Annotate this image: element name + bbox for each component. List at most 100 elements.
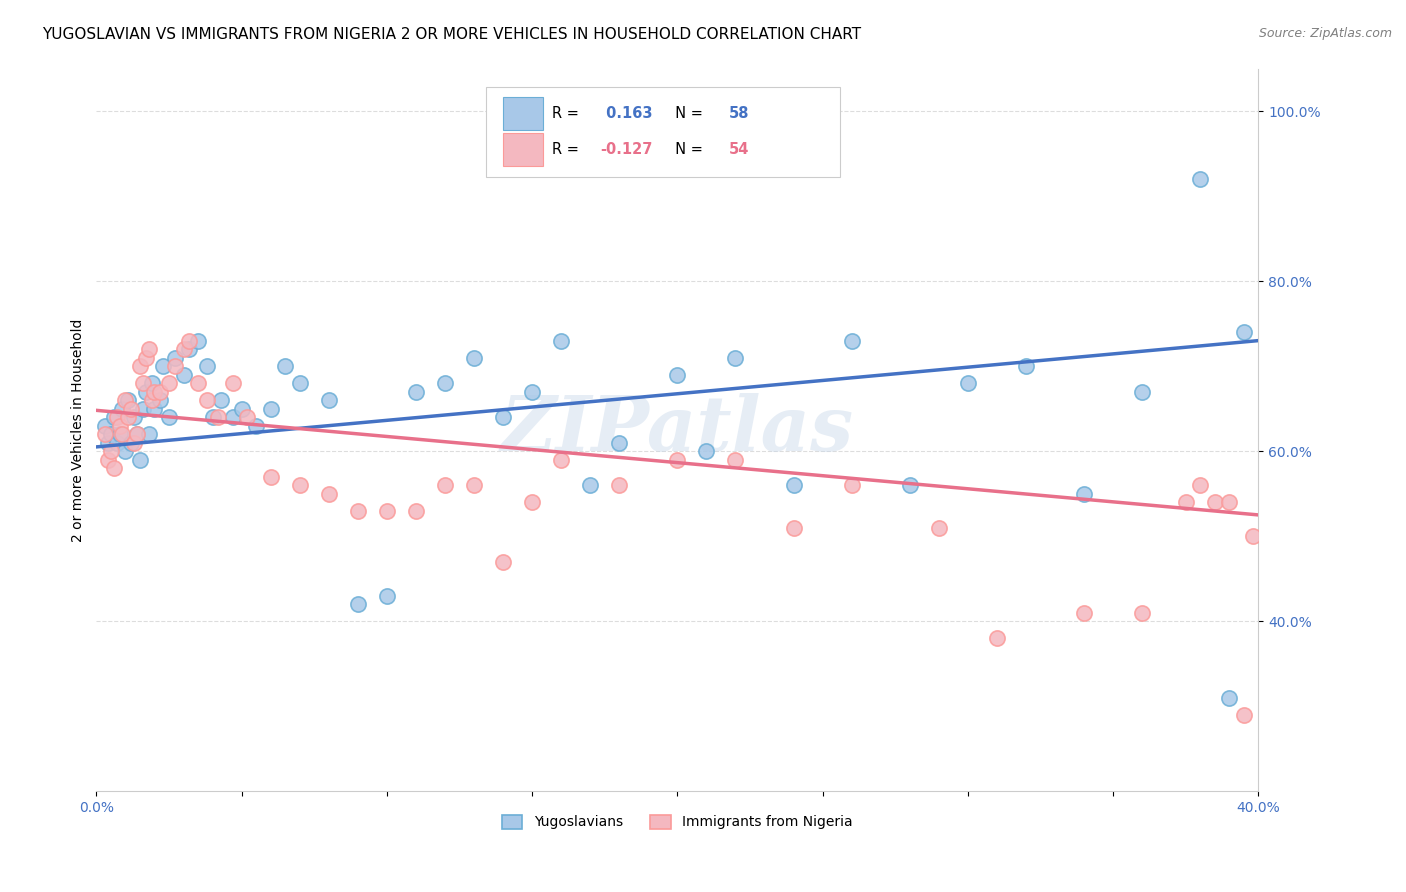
Point (695, 444, 717, 458)
Point (141, 376, 163, 391)
Point (105, 435, 128, 450)
Point (120, 401, 142, 416)
Point (100, 444, 122, 458)
Point (135, 384, 157, 399)
Point (103, 410, 125, 425)
Point (318, 486, 340, 500)
Point (550, 334, 572, 348)
Point (122, 410, 145, 425)
Point (1241, 529, 1264, 543)
Point (724, 351, 747, 365)
Point (100, 427, 122, 442)
Point (405, 384, 427, 399)
Point (1073, 606, 1095, 620)
Point (125, 427, 148, 442)
Point (157, 376, 180, 391)
Point (94, 427, 117, 442)
Point (105, 410, 128, 425)
Point (1204, 495, 1226, 509)
Point (245, 418, 267, 433)
Point (463, 478, 485, 492)
Point (152, 359, 174, 373)
Point (375, 589, 398, 603)
Point (187, 376, 209, 391)
Point (157, 410, 180, 425)
Point (1218, 690, 1240, 705)
Point (288, 478, 311, 492)
Text: R =: R = (553, 142, 583, 157)
Point (201, 410, 224, 425)
Point (132, 401, 155, 416)
Point (138, 427, 160, 442)
Point (141, 393, 163, 408)
Point (579, 478, 602, 492)
Point (149, 393, 172, 408)
Point (346, 597, 368, 611)
Point (375, 504, 398, 518)
Point (163, 351, 186, 365)
Point (288, 376, 311, 391)
Point (1130, 606, 1153, 620)
Text: YUGOSLAVIAN VS IMMIGRANTS FROM NIGERIA 2 OR MORE VEHICLES IN HOUSEHOLD CORRELATI: YUGOSLAVIAN VS IMMIGRANTS FROM NIGERIA 2… (42, 27, 862, 42)
Legend: Yugoslavians, Immigrants from Nigeria: Yugoslavians, Immigrants from Nigeria (496, 809, 859, 835)
Point (111, 427, 134, 442)
Point (1189, 172, 1212, 186)
Point (520, 384, 543, 399)
Point (163, 359, 186, 373)
Point (1233, 707, 1256, 722)
Point (724, 452, 747, 467)
Point (135, 351, 157, 365)
FancyBboxPatch shape (503, 96, 543, 130)
Point (346, 504, 368, 518)
Point (259, 469, 281, 483)
Point (433, 376, 456, 391)
Point (103, 461, 125, 475)
Point (520, 495, 543, 509)
Point (236, 410, 259, 425)
Point (841, 334, 863, 348)
Point (259, 401, 281, 416)
Text: R =: R = (553, 106, 583, 120)
Point (187, 334, 209, 348)
Point (928, 521, 950, 535)
Point (782, 521, 804, 535)
Point (1218, 495, 1240, 509)
Point (138, 342, 160, 356)
Point (173, 368, 195, 382)
Point (1130, 384, 1153, 399)
Point (1233, 325, 1256, 339)
Point (97, 435, 120, 450)
Point (463, 351, 485, 365)
Point (149, 384, 172, 399)
Text: ZIPatlas: ZIPatlas (501, 392, 853, 467)
Point (209, 393, 232, 408)
Text: 54: 54 (728, 142, 749, 157)
Point (108, 418, 131, 433)
Point (1073, 486, 1095, 500)
Point (179, 334, 201, 348)
Point (122, 435, 145, 450)
FancyBboxPatch shape (485, 87, 839, 177)
Point (607, 478, 630, 492)
Point (1015, 359, 1038, 373)
Point (125, 427, 148, 442)
Point (222, 410, 245, 425)
Point (129, 359, 152, 373)
Text: N =: N = (665, 142, 707, 157)
FancyBboxPatch shape (503, 133, 543, 166)
Point (666, 368, 689, 382)
Point (405, 504, 427, 518)
Point (433, 478, 456, 492)
Point (117, 410, 139, 425)
Point (318, 393, 340, 408)
Point (111, 401, 134, 416)
Point (114, 393, 136, 408)
Point (1174, 495, 1197, 509)
Point (143, 401, 166, 416)
Text: -0.127: -0.127 (600, 142, 652, 157)
Point (195, 393, 218, 408)
Point (195, 359, 218, 373)
Point (207, 410, 229, 425)
Y-axis label: 2 or more Vehicles in Household: 2 or more Vehicles in Household (72, 318, 86, 541)
Point (231, 401, 253, 416)
